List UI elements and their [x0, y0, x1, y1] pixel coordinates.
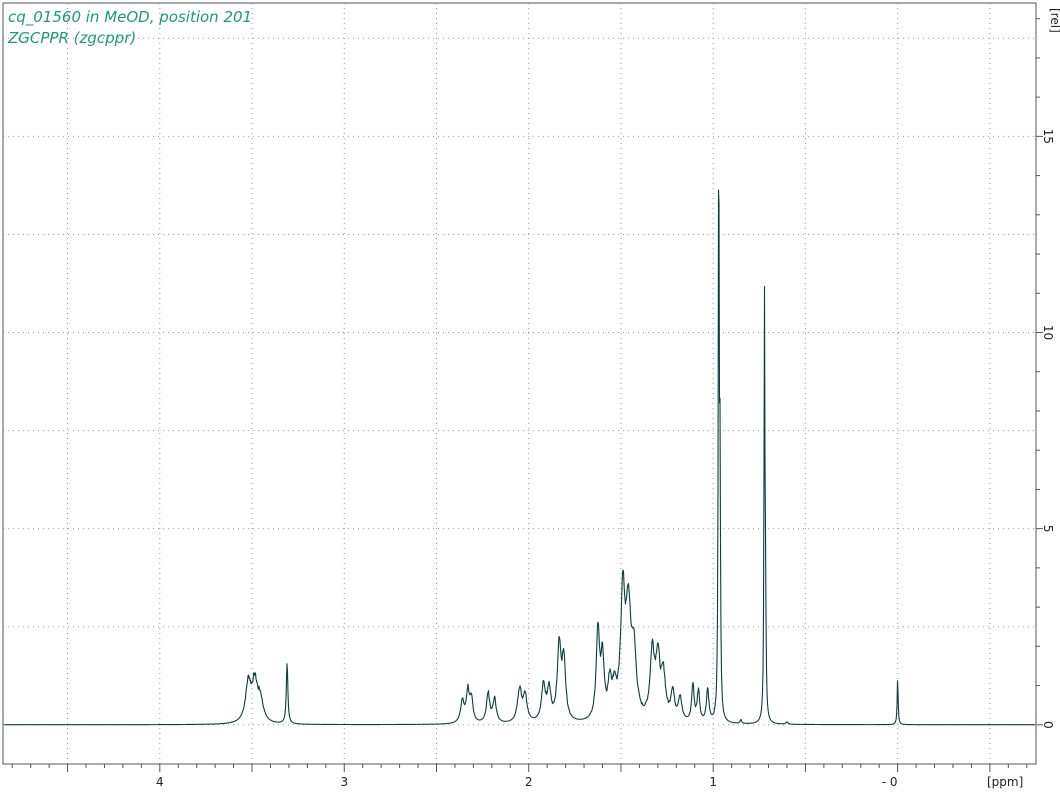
- y-tick-label: 5: [1041, 525, 1055, 533]
- y-tick-label: 10: [1041, 325, 1055, 340]
- x-axis-ticks: 4 3 2 1 - 0: [11, 764, 1028, 789]
- plot-frame: [2, 2, 1037, 765]
- y-axis-ticks: 0 5 10 15: [1036, 18, 1055, 729]
- x-axis-unit-label: [ppm]: [987, 775, 1023, 789]
- spectrum-title-line-2: ZGCPPR (zgcppr): [7, 29, 136, 47]
- x-tick-label: 1: [709, 775, 717, 789]
- y-tick-label: 15: [1041, 129, 1055, 144]
- x-tick-label: 4: [156, 775, 164, 789]
- x-tick-label: 3: [340, 775, 348, 789]
- grid-lines: [3, 3, 1036, 764]
- x-tick-label: - 0: [882, 775, 898, 789]
- y-axis-unit-label: [rel]: [1048, 8, 1060, 33]
- spectrum-title-line-1: cq_01560 in MeOD, position 201: [8, 8, 252, 27]
- plot-background: [3, 3, 1036, 764]
- x-tick-label: 2: [525, 775, 533, 789]
- y-tick-label: 0: [1041, 721, 1055, 729]
- spectrum-trace: [3, 189, 1036, 726]
